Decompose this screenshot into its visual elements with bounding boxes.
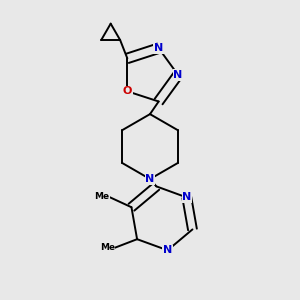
Text: N: N [173,70,183,80]
Text: N: N [154,43,163,53]
Text: N: N [182,193,191,202]
Text: O: O [123,86,132,96]
Text: Me: Me [100,243,115,252]
Text: N: N [163,245,172,255]
Text: Me: Me [94,193,109,202]
Text: N: N [146,174,154,184]
